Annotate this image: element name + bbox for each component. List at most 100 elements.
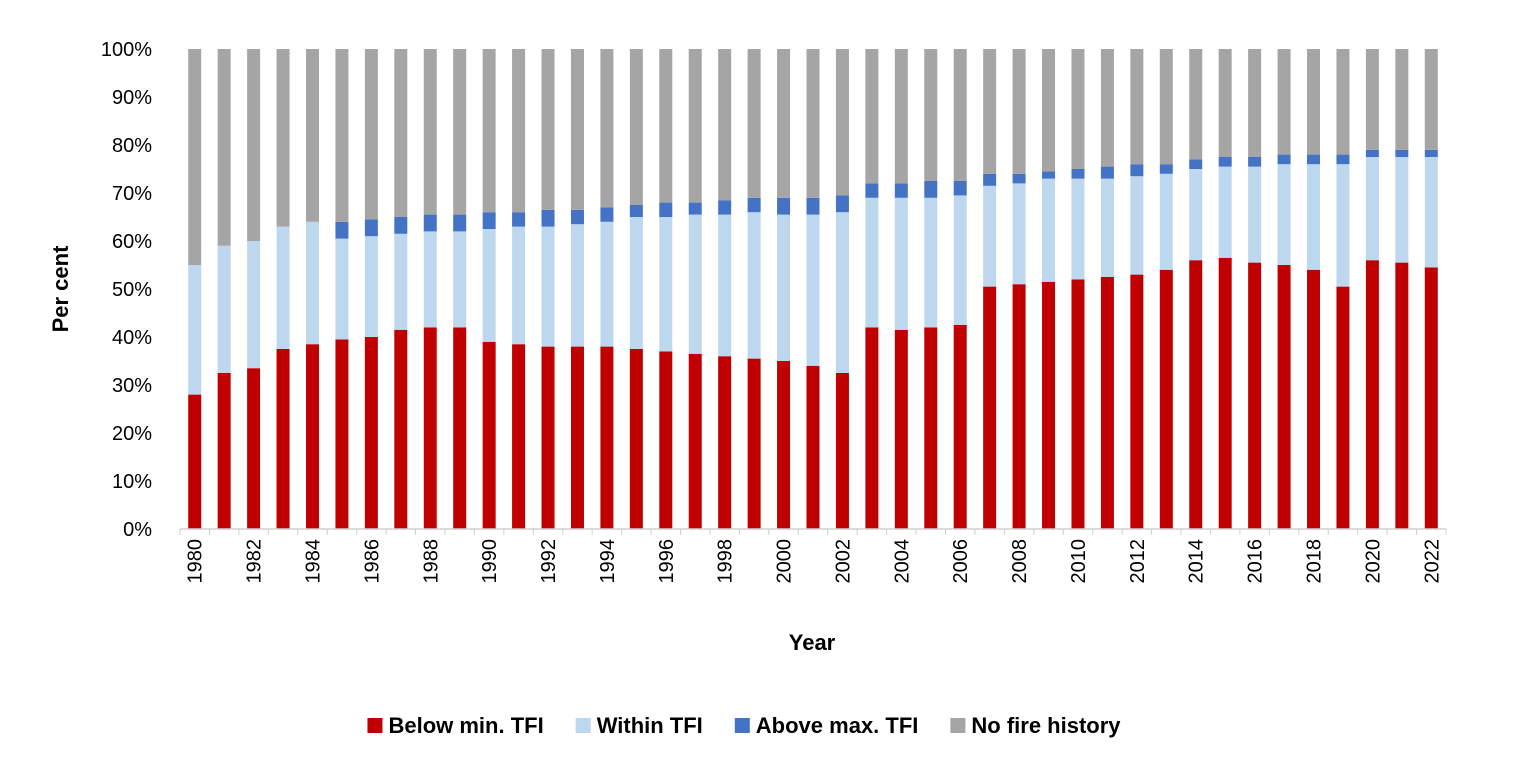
- y-tick-label: 90%: [112, 87, 152, 109]
- bar-segment-1981-s1: [217, 245, 231, 373]
- bar-segment-2010-s2: [1071, 169, 1085, 179]
- legend-swatch-0: [367, 718, 383, 733]
- bar-segment-2004-s3: [894, 49, 908, 184]
- x-tick-label: 1990: [479, 539, 501, 584]
- bar-segment-2011-s1: [1100, 178, 1114, 277]
- bar-segment-1985-s3: [335, 49, 349, 222]
- legend-label-2: Above max. TFI: [756, 713, 919, 738]
- bar-segment-1982-s3: [247, 49, 261, 241]
- y-tick-label: 0%: [123, 519, 152, 541]
- bar-segment-2012-s2: [1130, 164, 1144, 177]
- y-axis: 0% 10% 20% 30% 40% 50% 60% 70% 80% 90% 100%: [101, 39, 152, 541]
- bar-segment-2021-s3: [1395, 49, 1409, 150]
- bar-segment-1993-s3: [570, 49, 584, 210]
- bar-segment-1990-s2: [482, 212, 496, 229]
- legend-label-0: Below min. TFI: [388, 713, 543, 738]
- bar-segment-2017-s2: [1277, 154, 1291, 165]
- bar-segment-1998-s3: [718, 49, 732, 201]
- bar-segment-1981-s3: [217, 49, 231, 246]
- x-tick-label: 2004: [891, 539, 913, 584]
- bar-segment-2002-s1: [835, 212, 849, 373]
- bar-segment-1994-s2: [600, 207, 614, 222]
- bar-segment-1992-s2: [541, 209, 555, 227]
- x-axis: 1980 1982 1984 1986 1988 1990 1992 1994 1996 1998…: [179, 528, 1447, 584]
- x-tick-label: 1994: [597, 539, 619, 584]
- bar-segment-1995-s3: [629, 49, 643, 205]
- bar-segment-1985-s0: [335, 339, 349, 529]
- x-tick-label: 2000: [774, 539, 796, 584]
- bar-segment-1999-s2: [747, 197, 761, 213]
- bar-segment-2002-s2: [835, 195, 849, 213]
- bar-segment-1993-s1: [570, 224, 584, 347]
- bar-segment-1984-s3: [305, 49, 319, 222]
- bar-segment-1998-s0: [718, 356, 732, 529]
- bar-segment-2021-s2: [1395, 149, 1409, 157]
- bar-segment-1989-s2: [453, 214, 467, 232]
- bar-segment-1991-s3: [512, 49, 526, 213]
- bar-segment-2000-s1: [777, 214, 791, 361]
- x-tick-label: 1992: [538, 539, 560, 584]
- bar-segment-2021-s0: [1395, 262, 1409, 529]
- bar-segment-2003-s2: [865, 183, 879, 198]
- bar-segment-2013-s3: [1159, 49, 1173, 165]
- y-tick-label: 10%: [112, 471, 152, 493]
- bar-segment-2012-s3: [1130, 49, 1144, 165]
- bar-segment-1986-s1: [364, 236, 378, 337]
- bar-segment-2002-s3: [835, 49, 849, 196]
- bar-segment-2005-s0: [924, 327, 938, 529]
- bar-segment-2017-s0: [1277, 265, 1291, 529]
- bar-segment-2004-s1: [894, 197, 908, 330]
- bar-segment-2016-s0: [1248, 262, 1262, 529]
- legend-label-3: No fire history: [971, 713, 1121, 738]
- x-axis-title: Year: [789, 630, 836, 655]
- bar-segment-2001-s3: [806, 49, 820, 198]
- bar-segment-2009-s1: [1042, 178, 1056, 282]
- bar-segment-2001-s1: [806, 214, 820, 366]
- bar-segment-2003-s3: [865, 49, 879, 184]
- bar-segment-2004-s0: [894, 329, 908, 529]
- bar-segment-2007-s2: [983, 173, 997, 186]
- bar-segment-2013-s1: [1159, 173, 1173, 270]
- bar-segment-1988-s0: [423, 327, 437, 529]
- bar-segment-1988-s1: [423, 231, 437, 328]
- bar-segment-1998-s1: [718, 214, 732, 357]
- bar-segment-2000-s3: [777, 49, 791, 198]
- y-tick-label: 100%: [101, 39, 152, 61]
- bar-segment-2000-s2: [777, 197, 791, 215]
- bar-segment-1999-s1: [747, 212, 761, 359]
- bar-segment-1998-s2: [718, 200, 732, 215]
- bar-segment-1999-s3: [747, 49, 761, 198]
- bar-segment-2016-s2: [1248, 157, 1262, 167]
- x-tick-label: 2012: [1127, 539, 1149, 584]
- bar-segment-2006-s0: [953, 325, 967, 529]
- bar-segment-2014-s0: [1189, 260, 1203, 529]
- bar-segment-2014-s1: [1189, 169, 1203, 261]
- bar-segment-1988-s3: [423, 49, 437, 215]
- bar-segment-2022-s3: [1424, 49, 1438, 150]
- bar-segment-1986-s2: [364, 219, 378, 237]
- bar-segment-2008-s3: [1012, 49, 1026, 174]
- x-tick-label: 1988: [420, 539, 442, 584]
- bar-segment-1999-s0: [747, 358, 761, 529]
- y-tick-label: 30%: [112, 375, 152, 397]
- bar-segment-2018-s0: [1307, 269, 1321, 529]
- x-tick-label: 1980: [185, 539, 207, 584]
- bar-segment-2022-s0: [1424, 267, 1438, 529]
- x-tick-label: 2002: [832, 539, 854, 584]
- bar-segment-1992-s1: [541, 226, 555, 347]
- bar-segment-1994-s3: [600, 49, 614, 208]
- bar-segment-1987-s1: [394, 233, 408, 330]
- y-tick-label: 20%: [112, 423, 152, 445]
- bar-segment-1982-s1: [247, 241, 261, 369]
- x-tick-label: 1998: [715, 539, 737, 584]
- y-tick-label: 40%: [112, 327, 152, 349]
- bar-segment-1980-s0: [188, 394, 202, 529]
- bar-segment-1988-s2: [423, 214, 437, 232]
- bar-segment-1986-s3: [364, 49, 378, 220]
- x-tick-label: 1984: [302, 539, 324, 584]
- bar-segment-2003-s1: [865, 197, 879, 328]
- bar-segment-1997-s1: [688, 214, 702, 354]
- bar-segment-1991-s0: [512, 344, 526, 529]
- bar-segment-2012-s0: [1130, 274, 1144, 529]
- bar-segment-2020-s2: [1365, 149, 1379, 157]
